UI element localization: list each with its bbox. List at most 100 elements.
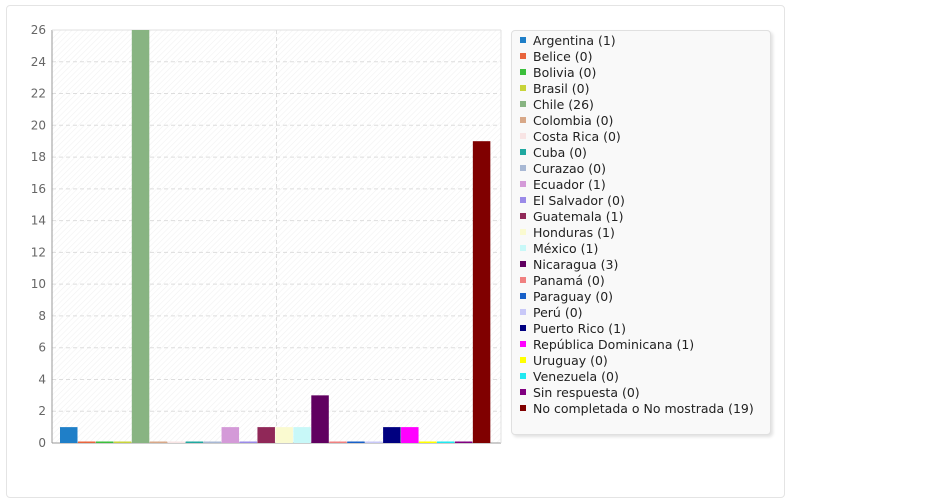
y-tick-label: 22 <box>31 87 46 101</box>
legend-swatch <box>520 133 526 139</box>
y-tick-label: 26 <box>31 23 46 37</box>
y-tick-label: 8 <box>38 309 46 323</box>
legend-label: Argentina (1) <box>533 32 616 48</box>
legend-label: Honduras (1) <box>533 224 615 240</box>
legend-item[interactable]: Argentina (1) <box>520 32 616 48</box>
bar <box>77 441 96 443</box>
bar <box>329 441 347 443</box>
legend-swatch <box>520 357 526 363</box>
bar <box>113 441 132 443</box>
legend-label: Ecuador (1) <box>533 176 606 192</box>
bar <box>203 441 222 443</box>
legend-label: Bolivia (0) <box>533 64 597 80</box>
bar <box>221 427 240 443</box>
legend-item[interactable]: Cuba (0) <box>520 144 587 160</box>
legend-item[interactable]: El Salvador (0) <box>520 192 625 208</box>
bar <box>60 427 78 443</box>
legend-swatch <box>520 277 526 283</box>
legend-item[interactable]: Uruguay (0) <box>520 352 608 368</box>
legend-label: México (1) <box>533 240 599 256</box>
legend-swatch <box>520 405 526 411</box>
legend-item[interactable]: Guatemala (1) <box>520 208 624 224</box>
legend-label: Venezuela (0) <box>533 368 619 384</box>
legend-label: Paraguay (0) <box>533 288 614 304</box>
legend-item[interactable]: Puerto Rico (1) <box>520 320 626 336</box>
legend-label: Curazao (0) <box>533 160 606 176</box>
legend-item[interactable]: Costa Rica (0) <box>520 128 621 144</box>
legend-item[interactable]: Venezuela (0) <box>520 368 619 384</box>
legend-swatch <box>520 117 526 123</box>
legend-item[interactable]: Panamá (0) <box>520 272 605 288</box>
bar <box>149 441 168 443</box>
legend-swatch <box>520 37 526 43</box>
legend-label: Nicaragua (3) <box>533 256 619 272</box>
bar <box>293 427 311 443</box>
bar <box>185 441 204 443</box>
bar <box>131 30 150 443</box>
bar <box>383 427 401 443</box>
bar <box>347 441 365 443</box>
legend-item[interactable]: República Dominicana (1) <box>520 336 694 352</box>
bar <box>257 427 275 443</box>
legend-item[interactable]: Sin respuesta (0) <box>520 384 640 400</box>
legend-label: Chile (26) <box>533 96 594 112</box>
y-tick-label: 14 <box>31 214 46 228</box>
bar <box>167 441 186 443</box>
legend-item[interactable]: Chile (26) <box>520 96 594 112</box>
y-tick-label: 24 <box>31 55 46 69</box>
bar <box>436 441 455 443</box>
legend-item[interactable]: México (1) <box>520 240 598 256</box>
bar <box>95 441 114 443</box>
y-tick-label: 4 <box>38 372 46 386</box>
legend-item[interactable]: No completada o No mostrada (19) <box>520 400 754 416</box>
legend-item[interactable]: Perú (0) <box>520 304 583 320</box>
y-tick-label: 16 <box>31 182 46 196</box>
y-tick-label: 6 <box>38 341 46 355</box>
legend-label: Sin respuesta (0) <box>533 384 640 400</box>
y-tick-label: 2 <box>38 404 46 418</box>
legend-swatch <box>520 53 526 59</box>
legend-swatch <box>520 165 526 171</box>
legend-swatch <box>520 293 526 299</box>
legend-label: No completada o No mostrada (19) <box>533 400 754 416</box>
legend-item[interactable]: Colombia (0) <box>520 112 613 128</box>
legend-swatch <box>520 229 526 235</box>
y-tick-label: 12 <box>31 245 46 259</box>
legend-item[interactable]: Bolivia (0) <box>520 64 596 80</box>
bar <box>454 441 473 443</box>
legend-item[interactable]: Nicaragua (3) <box>520 256 618 272</box>
legend-item[interactable]: Ecuador (1) <box>520 176 606 192</box>
legend-swatch <box>520 101 526 107</box>
legend-swatch <box>520 69 526 75</box>
bar <box>419 441 437 443</box>
legend-label: Puerto Rico (1) <box>533 320 626 336</box>
y-tick-label: 20 <box>31 118 46 132</box>
legend-swatch <box>520 149 526 155</box>
legend-swatch <box>520 309 526 315</box>
legend-swatch <box>520 373 526 379</box>
legend-swatch <box>520 245 526 251</box>
legend-swatch <box>520 389 526 395</box>
legend-label: Guatemala (1) <box>533 208 624 224</box>
legend-label: República Dominicana (1) <box>533 336 695 352</box>
legend-label: Colombia (0) <box>533 112 614 128</box>
legend-label: Perú (0) <box>533 304 583 320</box>
legend-label: El Salvador (0) <box>533 192 625 208</box>
bar <box>239 441 257 443</box>
bar <box>472 141 491 443</box>
legend-swatch <box>520 261 526 267</box>
bar <box>275 427 293 443</box>
legend-item[interactable]: Belice (0) <box>520 48 592 64</box>
legend-label: Belice (0) <box>533 48 593 64</box>
legend-swatch <box>520 213 526 219</box>
legend-swatch <box>520 197 526 203</box>
legend-item[interactable]: Honduras (1) <box>520 224 615 240</box>
legend-item[interactable]: Paraguay (0) <box>520 288 613 304</box>
legend-label: Brasil (0) <box>533 80 590 96</box>
legend-item[interactable]: Brasil (0) <box>520 80 590 96</box>
legend-item[interactable]: Curazao (0) <box>520 160 606 176</box>
y-tick-label: 0 <box>38 436 46 450</box>
bar <box>401 427 419 443</box>
bar <box>365 441 383 443</box>
